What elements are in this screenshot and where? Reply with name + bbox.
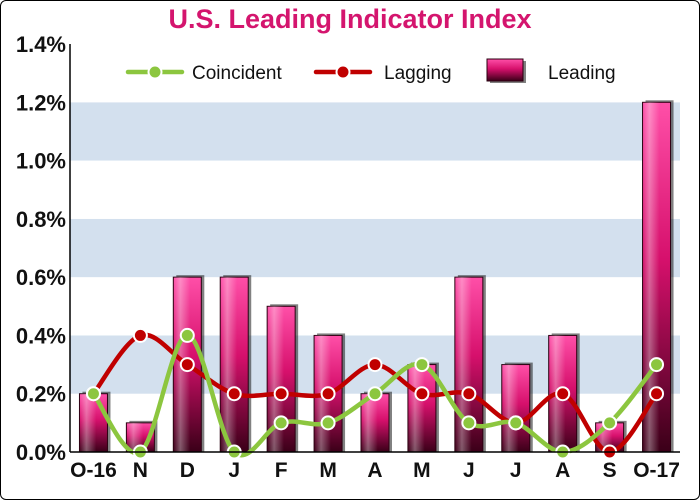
- y-tick-label: 0.8%: [16, 207, 66, 232]
- y-tick-label: 0.0%: [16, 440, 66, 465]
- lagging-point: [555, 386, 571, 402]
- x-tick-label: A: [367, 459, 382, 482]
- lagging-point: [649, 386, 665, 402]
- lagging-point: [273, 386, 289, 402]
- x-tick-label: J: [463, 459, 475, 482]
- grid-band: [70, 277, 680, 336]
- x-tick-label: N: [133, 459, 148, 482]
- bar-highlight: [407, 364, 436, 452]
- axes: [69, 44, 680, 453]
- legend-lagging-marker: [335, 64, 351, 80]
- coincident-point: [179, 327, 195, 343]
- grid-band: [70, 102, 680, 161]
- bar-highlight: [79, 393, 108, 452]
- coincident-point: [273, 415, 289, 431]
- grid-band: [70, 160, 680, 219]
- x-tick-labels: O-16 N D J F M A M J J A S O-17: [70, 459, 680, 482]
- coincident-point: [602, 415, 618, 431]
- x-tick-label: M: [319, 459, 337, 482]
- coincident-point: [320, 415, 336, 431]
- coincident-point: [414, 357, 430, 373]
- lagging-point: [461, 386, 477, 402]
- y-tick-labels: 0.0% 0.2% 0.4% 0.6% 0.8% 1.0% 1.2% 1.4%: [16, 32, 66, 465]
- lagging-point: [132, 327, 148, 343]
- x-tick-label: O-17: [633, 459, 680, 482]
- coincident-point: [367, 386, 383, 402]
- lagging-point: [367, 357, 383, 373]
- grid-band: [70, 218, 680, 278]
- series-points: [85, 327, 665, 460]
- legend-coincident-marker: [147, 64, 163, 80]
- legend-leading-label: Leading: [548, 63, 616, 84]
- y-tick-label: 0.2%: [16, 382, 66, 407]
- y-tick-label: 1.2%: [16, 90, 66, 115]
- x-tick-label: D: [180, 459, 195, 482]
- bar-highlight: [501, 364, 530, 452]
- lagging-point: [414, 386, 430, 402]
- x-tick-label: M: [413, 459, 431, 482]
- y-tick-label: 0.4%: [16, 323, 66, 348]
- coincident-point: [508, 415, 524, 431]
- chart-title: U.S. Leading Indicator Index: [168, 4, 532, 34]
- y-tick-label: 1.4%: [16, 32, 66, 57]
- y-tick-label: 1.0%: [16, 149, 66, 174]
- legend: Coincident Lagging Leading: [125, 58, 616, 84]
- x-tick-label: A: [555, 459, 570, 482]
- coincident-point: [461, 415, 477, 431]
- coincident-point: [649, 357, 665, 373]
- legend-coincident-label: Coincident: [192, 63, 282, 84]
- x-tick-label: F: [275, 459, 288, 482]
- x-tick-label: S: [603, 459, 617, 482]
- lagging-point: [179, 357, 195, 373]
- x-tick-label: O-16: [70, 459, 117, 482]
- lagging-point: [320, 386, 336, 402]
- legend-leading-swatch: [486, 58, 524, 82]
- bar-highlight: [361, 393, 389, 452]
- y-tick-label: 0.6%: [16, 265, 66, 290]
- bar-highlight: [220, 277, 249, 452]
- x-tick-label: J: [228, 459, 240, 482]
- x-tick-label: J: [510, 459, 522, 482]
- lagging-point: [226, 386, 242, 402]
- legend-lagging-label: Lagging: [384, 63, 452, 84]
- coincident-point: [85, 386, 101, 402]
